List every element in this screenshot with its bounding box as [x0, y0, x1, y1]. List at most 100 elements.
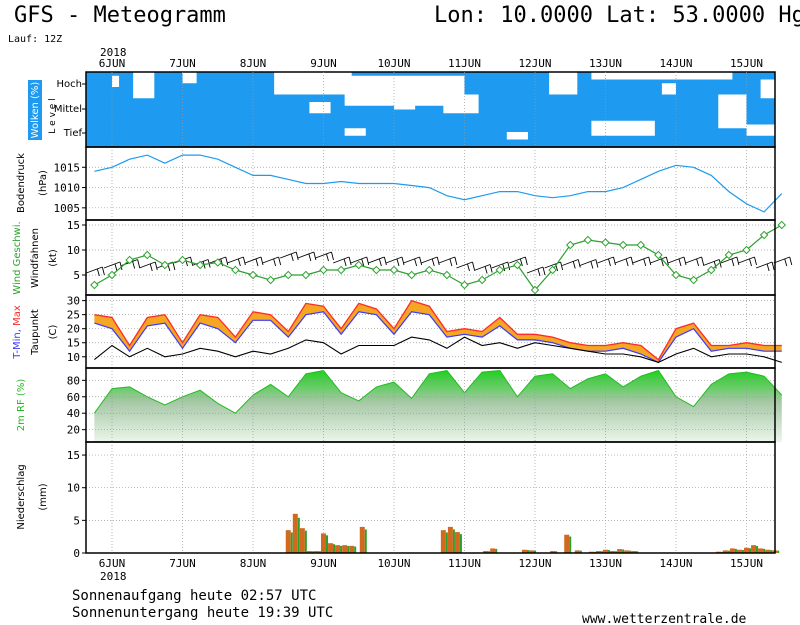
wind-barb-flag — [260, 256, 264, 266]
wind-barb-flag — [572, 261, 576, 269]
y-tick-label: 30 — [67, 295, 80, 308]
precip-bar-secondary — [600, 551, 603, 553]
wind-speed-point — [777, 220, 786, 230]
wind-speed-point — [530, 285, 540, 295]
temperature-max-line — [94, 299, 782, 361]
wind-barb — [597, 256, 614, 264]
precip-bar — [610, 551, 616, 553]
wind-barb — [562, 259, 579, 266]
wind-barb — [720, 256, 738, 264]
precip-bar-secondary — [452, 529, 455, 553]
wind-speed-point — [442, 270, 452, 280]
wind-barb — [703, 259, 720, 266]
wind-speed-point — [301, 270, 311, 280]
precip-bar-secondary — [364, 529, 367, 553]
temperature-band — [94, 300, 782, 363]
wind-barb — [632, 256, 649, 264]
wind-barb-flag — [542, 266, 546, 276]
wind-barb — [315, 251, 332, 259]
wind-barb — [614, 256, 632, 264]
clear-sky-patch — [718, 94, 747, 129]
wind-barb — [667, 256, 685, 264]
precip-bar — [574, 550, 580, 553]
wind-barb-flag — [489, 264, 493, 273]
temperature-unit-label: (C) — [48, 325, 59, 340]
wind-barb-flag — [378, 258, 382, 267]
precip-bar — [359, 526, 365, 553]
pressure-axis-label: Bodendruck — [16, 153, 27, 213]
sunrise-text: Sonnenaufgang heute 02:57 UTC — [72, 588, 316, 604]
precip-bar-secondary — [495, 548, 498, 553]
precip-bar-secondary — [770, 550, 773, 553]
precip-bar — [751, 545, 757, 553]
wind-barb-flag — [242, 256, 246, 266]
precip-bar — [595, 551, 601, 553]
wind-speed-point — [636, 240, 645, 250]
y-tick-label: 0 — [73, 547, 80, 560]
wind-barb-flag — [643, 258, 647, 267]
precip-bar-secondary — [318, 551, 321, 553]
precip-bar-secondary — [354, 546, 357, 553]
wind-speed-point — [724, 250, 734, 260]
precip-bar-secondary — [579, 550, 582, 553]
wind-barb — [262, 256, 279, 264]
wind-speed-point — [407, 270, 416, 280]
x-tick-label-bottom: 8JUN — [240, 557, 267, 570]
x-tick-label-top: 6JUN — [99, 57, 126, 70]
wind-speed-point — [213, 258, 222, 267]
clear-sky-patch — [549, 72, 578, 95]
wind-barb-flag — [590, 261, 594, 269]
x-tick-label-bottom: 9JUN — [310, 557, 337, 570]
precip-bar-secondary — [749, 548, 751, 553]
precip-bar — [765, 549, 771, 553]
precip-bar-secondary — [608, 550, 610, 553]
wind-barb — [738, 256, 755, 264]
precip-bar-secondary — [459, 534, 462, 553]
wind-speed-point — [125, 255, 134, 265]
wind-barb — [491, 261, 508, 269]
wind-speed-point — [654, 250, 663, 260]
wind-barb — [456, 261, 473, 269]
website-link[interactable]: www.wetterzentrale.de — [582, 612, 747, 625]
tmin-label-part: T-Min, — [12, 329, 23, 360]
wind-barb-flag — [454, 256, 458, 266]
temperature-axis-label: T-Min, Max — [12, 305, 23, 360]
precip-bar — [490, 548, 496, 553]
wind-speed-point — [460, 280, 469, 290]
level-label: Mittel — [54, 104, 82, 115]
precip-bar-secondary — [488, 551, 491, 553]
wind-barb-flag — [467, 263, 470, 272]
bodendruck-frame — [85, 146, 776, 221]
wind-barb-flag — [484, 266, 488, 274]
x-tick-label-bottom: 11JUN — [448, 557, 481, 570]
wind-barb-flag — [343, 258, 347, 267]
temperature-min-line — [94, 311, 782, 364]
wind-speed-point — [160, 260, 170, 270]
wind-speed-point — [566, 240, 575, 250]
wind-speed-point — [231, 265, 240, 275]
precip-axis-label: Niederschlag — [16, 464, 27, 529]
wind-barb-flag — [749, 258, 752, 267]
precip-bar-secondary — [326, 535, 328, 553]
wind-barb — [368, 256, 385, 264]
wind-barb-flag — [524, 256, 528, 266]
x-tick-label-top: 7JUN — [169, 57, 196, 70]
wind-barb-flag — [401, 256, 405, 266]
x-tick-label-top: 8JUN — [240, 57, 267, 70]
wind-barbs-axis-label: Windfahnen — [30, 228, 41, 288]
wind-speed-point — [759, 230, 769, 240]
wind-barb — [755, 261, 773, 269]
wind-barb-flag — [648, 256, 652, 266]
precip-bar-secondary — [763, 548, 766, 553]
y-tick-label: 1005 — [54, 202, 81, 215]
wind-speed-point — [601, 238, 610, 247]
x-tick-label-bottom: 6JUN — [99, 557, 126, 570]
wind-barb — [139, 261, 156, 269]
wind-barb-flag — [472, 261, 475, 271]
cloud-label-bg — [28, 80, 42, 140]
year-label-top: 2018 — [100, 46, 127, 59]
wind-barb-flag — [295, 251, 299, 261]
wind-barb — [86, 266, 103, 274]
